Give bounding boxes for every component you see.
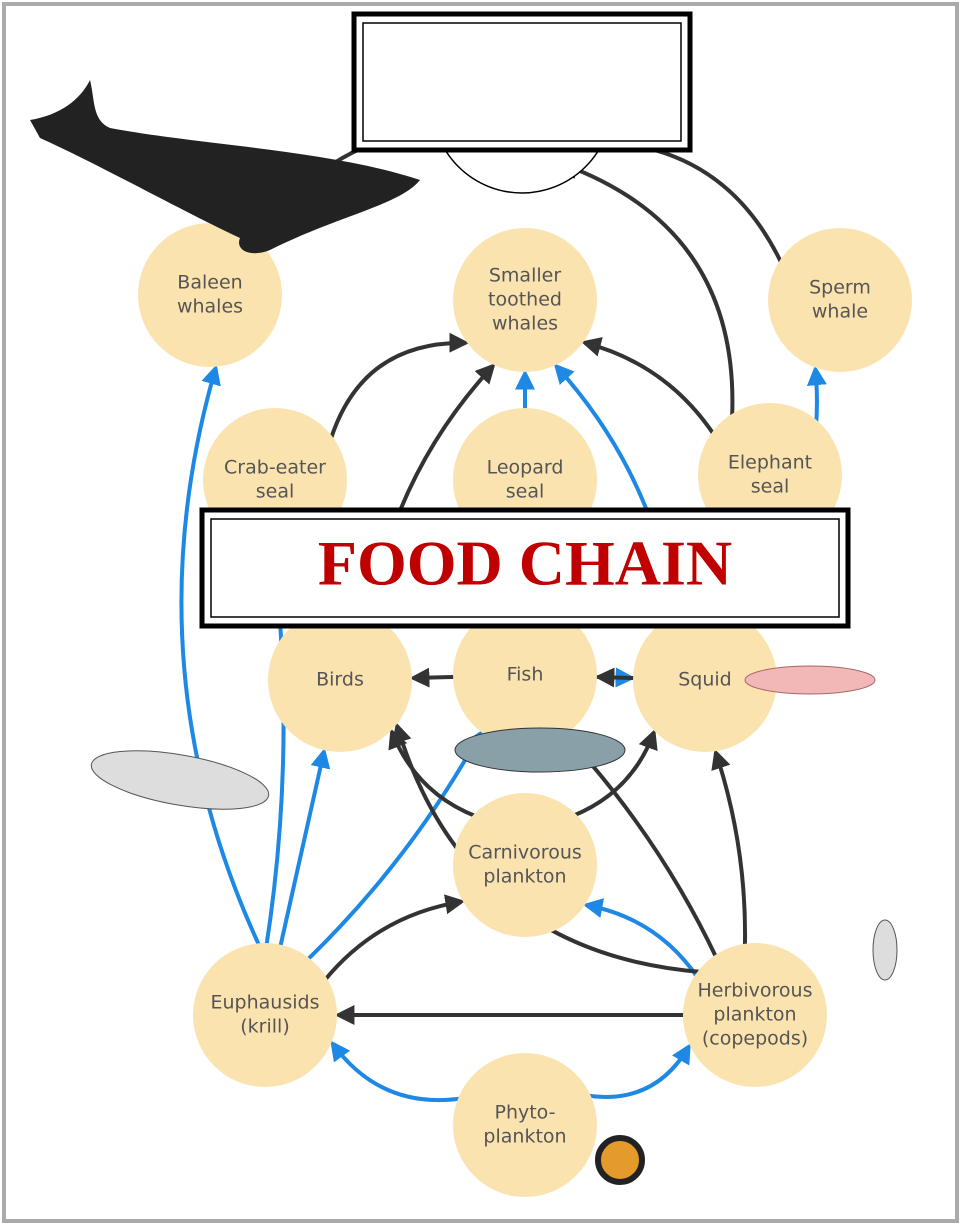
node-label: Baleen [177,272,242,294]
fish-drawing [455,728,625,772]
arrow [598,677,636,678]
node-label: Crab-eater [224,457,326,479]
node-label: whale [812,301,868,323]
title: FOOD CHAIN [318,528,732,599]
node-label: Smaller [489,265,561,287]
node-label: seal [256,481,295,503]
node-label: (copepods) [702,1028,808,1050]
node-label: Herbivorous [698,980,813,1002]
node-label: seal [506,481,545,503]
node-label: whales [492,313,558,335]
node-label: Elephant [728,452,812,474]
node-label: Squid [678,669,732,691]
diagram: BaleenwhalesSmallertoothedwhalesSpermwha… [0,0,961,1225]
node-label: toothed [488,289,562,311]
copepod-drawing [873,920,897,980]
phytoplankton-drawing [598,1138,642,1182]
node-label: Phyto- [494,1102,555,1124]
node-label: plankton [483,1126,566,1148]
squid-drawing [745,666,875,694]
empty-box [354,14,690,150]
node-label: plankton [713,1004,796,1026]
node-label: Birds [316,669,364,691]
arrow [413,677,456,678]
node-label: seal [751,476,790,498]
node-label: Leopard [487,457,564,479]
node-label: whales [177,296,243,318]
node-label: Euphausids [211,992,320,1014]
node-label: Sperm [809,277,871,299]
node-label: Fish [507,664,544,686]
node-label: plankton [483,866,566,888]
node-label: (krill) [240,1016,289,1038]
node-label: Carnivorous [468,842,582,864]
